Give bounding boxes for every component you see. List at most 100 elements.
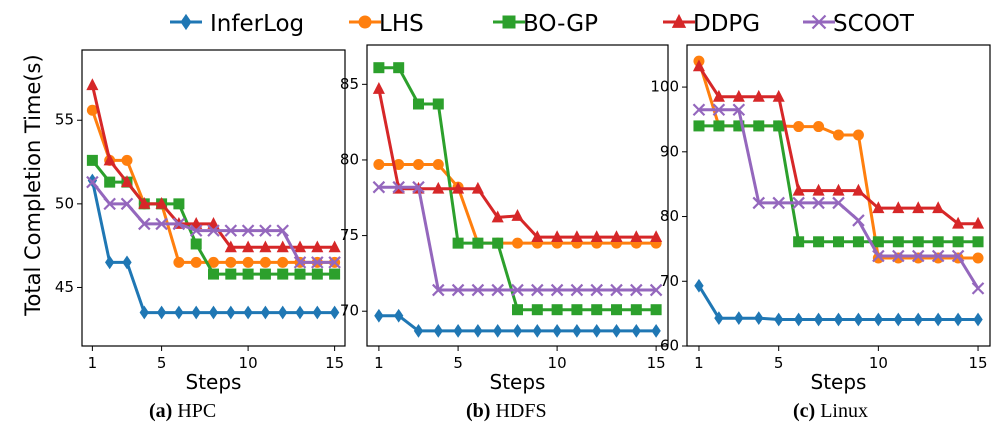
- data-point: [104, 176, 116, 188]
- data-point: [328, 256, 341, 269]
- data-point: [592, 323, 602, 338]
- data-point: [512, 323, 523, 338]
- data-point: [473, 323, 483, 338]
- data-point: [156, 305, 167, 320]
- data-point: [531, 304, 543, 316]
- data-point: [412, 158, 424, 170]
- data-point: [277, 268, 289, 280]
- data-point: [853, 312, 864, 327]
- data-point: [103, 197, 116, 211]
- data-point: [713, 120, 725, 132]
- data-point: [630, 304, 642, 316]
- x-tick-label: 10: [869, 354, 888, 372]
- data-point: [189, 224, 203, 237]
- data-point: [912, 236, 924, 248]
- data-point: [207, 224, 220, 237]
- data-point: [754, 311, 764, 326]
- data-point: [190, 256, 202, 268]
- data-point: [293, 240, 307, 253]
- data-point: [190, 238, 202, 250]
- data-point: [86, 154, 98, 166]
- legend-item-ddpg: DDPG: [663, 11, 760, 37]
- x-axis-label: Steps: [186, 370, 242, 394]
- data-point: [138, 217, 151, 231]
- data-point: [312, 305, 322, 320]
- data-point: [413, 323, 424, 338]
- data-point: [734, 311, 744, 326]
- data-point: [913, 312, 923, 327]
- data-point: [892, 201, 905, 214]
- data-point: [374, 308, 384, 323]
- data-point: [432, 181, 445, 194]
- y-tick-label: 45: [55, 278, 74, 296]
- data-point: [732, 89, 745, 102]
- data-point: [873, 312, 884, 327]
- data-point: [242, 268, 254, 280]
- data-point: [952, 216, 965, 229]
- data-point: [832, 183, 845, 196]
- data-point: [649, 283, 663, 297]
- data-point: [259, 240, 272, 253]
- data-point: [852, 183, 865, 196]
- y-tick-label: 100: [650, 78, 679, 96]
- data-point: [373, 62, 385, 74]
- data-point: [103, 153, 116, 166]
- data-point: [693, 120, 705, 132]
- data-point: [833, 312, 844, 327]
- x-tick-label: 15: [325, 354, 344, 372]
- data-point: [793, 121, 805, 133]
- legend-marker: [502, 15, 516, 29]
- y-axis-label: Total Completion Time(s): [21, 54, 45, 316]
- data-point: [813, 236, 825, 248]
- data-point: [531, 230, 544, 243]
- data-point: [278, 305, 288, 320]
- data-point: [571, 304, 583, 316]
- data-point: [155, 196, 168, 209]
- data-point: [329, 305, 340, 320]
- data-point: [692, 59, 706, 72]
- x-tick-label: 1: [374, 354, 384, 372]
- y-tick-label: 55: [55, 111, 74, 129]
- data-point: [120, 175, 134, 188]
- series-ddpg: [692, 59, 985, 229]
- y-tick-label: 80: [660, 207, 679, 225]
- data-point: [712, 89, 725, 102]
- data-point: [650, 304, 662, 316]
- series-ddpg: [372, 81, 663, 243]
- data-point: [973, 312, 983, 327]
- data-point: [173, 198, 185, 210]
- data-point: [491, 210, 504, 223]
- y-tick-label: 90: [660, 142, 679, 160]
- data-point: [241, 224, 255, 237]
- data-point: [452, 181, 465, 194]
- plot-frame: [81, 49, 346, 347]
- x-tick-label: 5: [157, 354, 167, 372]
- data-point: [242, 256, 254, 268]
- data-point: [590, 283, 603, 297]
- legend-label: DDPG: [693, 11, 760, 37]
- data-point: [259, 224, 272, 237]
- y-tick-label: 70: [340, 302, 359, 320]
- data-point: [226, 305, 236, 320]
- x-tick-label: 10: [548, 354, 567, 372]
- data-point: [813, 312, 824, 327]
- data-point: [172, 217, 186, 231]
- data-point: [812, 196, 825, 210]
- y-tick-label: 75: [340, 226, 359, 244]
- legend-label: LHS: [379, 11, 424, 37]
- y-tick-label: 50: [55, 194, 74, 212]
- data-point: [155, 217, 168, 231]
- legend-marker: [811, 14, 827, 30]
- data-point: [311, 256, 324, 269]
- data-point: [493, 323, 503, 338]
- data-point: [932, 252, 944, 264]
- data-point: [572, 323, 582, 338]
- data-point: [611, 304, 623, 316]
- data-point: [224, 240, 237, 253]
- caption-panel-c: (c) Linux: [793, 400, 868, 423]
- data-point: [511, 209, 524, 221]
- data-point: [774, 312, 784, 327]
- data-point: [259, 256, 271, 268]
